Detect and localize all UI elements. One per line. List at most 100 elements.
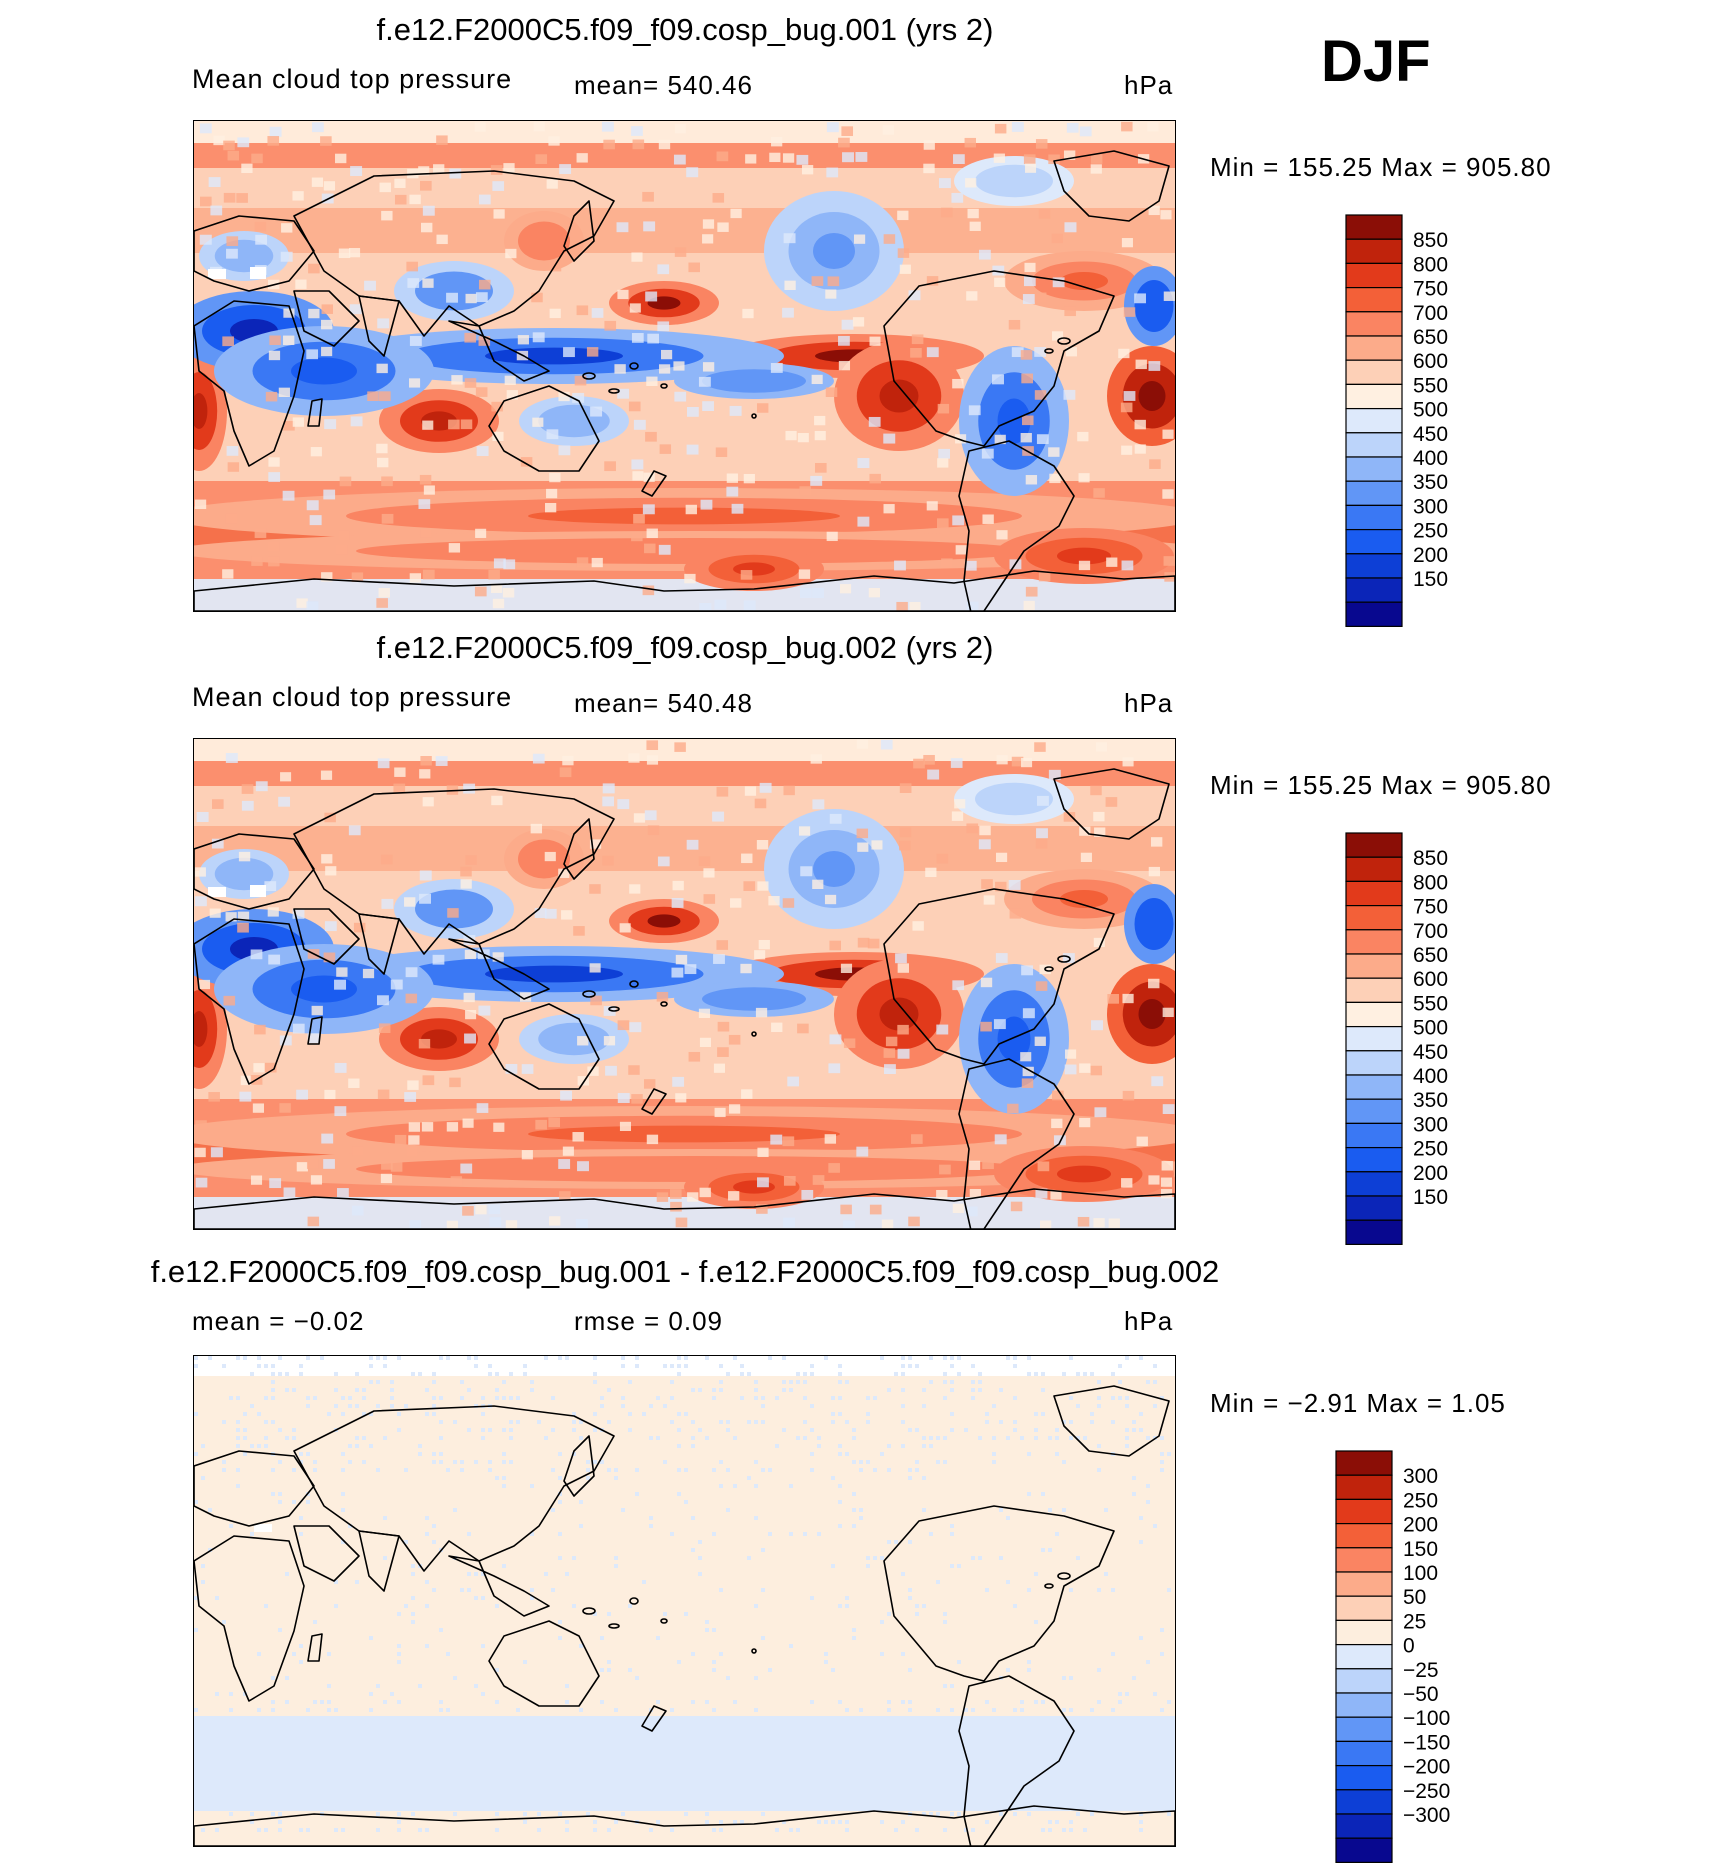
field-speck — [579, 1764, 583, 1768]
field-speck — [691, 1724, 695, 1728]
field-speck — [600, 1460, 604, 1464]
field-speck — [432, 1404, 436, 1408]
field-speck — [243, 1692, 247, 1696]
field-speck — [544, 908, 557, 919]
field-speck — [278, 1820, 282, 1824]
field-speck — [1125, 1396, 1129, 1400]
field-speck — [1008, 880, 1021, 890]
field-speck — [420, 528, 432, 538]
field-speck — [1122, 757, 1134, 767]
field-speck — [747, 1476, 751, 1480]
field-speck — [1006, 1668, 1010, 1672]
field-speck — [549, 308, 561, 319]
field-speck — [1048, 154, 1060, 165]
field-speck — [702, 219, 715, 229]
field-speck — [369, 1716, 373, 1720]
field-speck — [453, 1460, 457, 1464]
field-speck — [503, 559, 516, 570]
coastline-island-0 — [582, 1607, 596, 1615]
field-speck — [729, 405, 742, 416]
field-speck — [531, 292, 543, 303]
field-speck — [733, 1724, 737, 1728]
field-speck — [241, 800, 254, 811]
colorbar-2-swatch-6 — [1345, 977, 1403, 1003]
field-speck — [1027, 1724, 1031, 1728]
field-speck — [495, 1476, 499, 1480]
field-speck — [603, 1036, 616, 1046]
field-speck — [453, 1812, 457, 1816]
field-speck — [279, 1035, 292, 1046]
field-speck — [754, 1604, 758, 1608]
field-speck — [449, 1077, 461, 1088]
field-speck — [1053, 1135, 1066, 1146]
field-speck — [712, 1628, 716, 1632]
field-speck — [390, 979, 403, 990]
field-speck — [520, 457, 533, 467]
field-speck — [691, 1444, 695, 1448]
field-speck — [621, 1396, 625, 1400]
field-blob-14-2 — [291, 357, 357, 385]
field-blob-21-1 — [975, 164, 1053, 198]
field-speck — [534, 908, 547, 919]
field-speck — [1104, 1572, 1108, 1576]
field-speck — [883, 433, 896, 444]
field-speck — [887, 1612, 891, 1616]
field-speck — [502, 1772, 506, 1776]
field-speck — [425, 1828, 429, 1832]
field-speck — [1118, 1780, 1122, 1784]
field-speck — [908, 1708, 912, 1712]
field-speck — [495, 1604, 499, 1608]
field-speck — [404, 1764, 408, 1768]
field-speck — [419, 180, 432, 191]
field-speck — [614, 1756, 618, 1760]
field-speck — [579, 1436, 583, 1440]
field-speck — [663, 1404, 667, 1408]
field-speck — [381, 1160, 393, 1170]
field-speck — [617, 1020, 630, 1031]
field-speck — [559, 1191, 571, 1201]
field-speck — [320, 1700, 324, 1704]
field-speck — [1083, 1764, 1087, 1768]
field-speck — [236, 1804, 240, 1808]
colorbar-3-label-2: 200 — [1403, 1514, 1438, 1537]
field-speck — [971, 1380, 975, 1384]
field-speck — [964, 1748, 968, 1752]
field-speck — [646, 528, 658, 539]
field-speck — [675, 1093, 687, 1103]
field-speck — [264, 1740, 268, 1744]
field-speck — [390, 1388, 394, 1392]
field-speck — [733, 1356, 737, 1360]
field-speck — [728, 1034, 741, 1045]
field-speck — [796, 154, 809, 165]
field-speck — [1020, 1052, 1032, 1062]
field-speck — [1125, 1404, 1129, 1408]
field-speck — [229, 1764, 233, 1768]
field-speck — [1064, 1064, 1077, 1075]
field-speck — [572, 1428, 576, 1432]
field-speck — [194, 1452, 198, 1456]
field-speck — [551, 1796, 555, 1800]
field-speck — [768, 896, 780, 906]
field-speck — [908, 1700, 912, 1704]
field-speck — [817, 1436, 821, 1440]
colorbar-1-swatch-7 — [1345, 383, 1403, 410]
field-blob-12-2 — [485, 347, 623, 365]
field-speck — [761, 1588, 765, 1592]
field-speck — [670, 1189, 682, 1199]
field-speck — [1097, 1724, 1101, 1728]
colorbar-3-label-0: 300 — [1403, 1465, 1438, 1488]
field-speck — [210, 205, 223, 216]
field-speck — [420, 222, 433, 233]
field-speck — [238, 851, 251, 862]
field-speck — [1007, 1103, 1019, 1114]
coastline-island-2 — [629, 980, 639, 988]
field-speck — [376, 1684, 380, 1688]
field-speck — [306, 1708, 310, 1712]
field-speck — [1160, 1708, 1164, 1712]
field-speck — [474, 586, 487, 597]
coastline-americasN — [883, 270, 1115, 447]
field-speck — [1139, 1820, 1143, 1824]
field-speck — [1062, 1676, 1066, 1680]
field-speck — [397, 1356, 401, 1360]
field-speck — [789, 1484, 793, 1488]
